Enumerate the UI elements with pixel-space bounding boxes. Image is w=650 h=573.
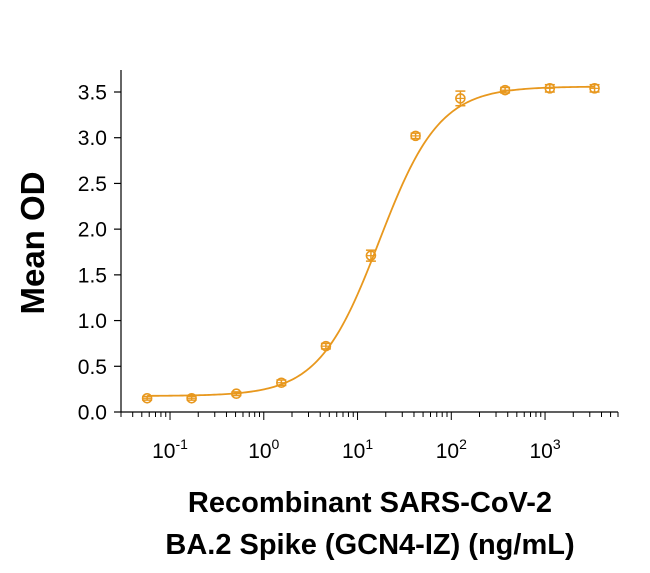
y-tick-label: 2.0 bbox=[78, 219, 107, 242]
x-axis: 10-1 100 101 102 103 bbox=[120, 411, 619, 463]
data-point bbox=[365, 249, 377, 262]
data-point bbox=[589, 83, 600, 94]
data-point bbox=[320, 340, 332, 352]
y-ticks: 0.0 0.5 1.0 1.5 2.0 2.5 3.0 3.5 bbox=[78, 82, 121, 425]
x-ticks: 10-1 100 101 102 103 bbox=[120, 412, 619, 463]
data-point bbox=[499, 84, 511, 96]
y-axis-title: Mean OD bbox=[14, 171, 51, 314]
data-point bbox=[410, 130, 421, 142]
plot-area bbox=[141, 83, 600, 404]
x-tick-label: 103 bbox=[529, 436, 560, 463]
y-tick-label: 1.5 bbox=[78, 264, 107, 287]
y-tick-label: 2.5 bbox=[78, 173, 107, 196]
data-point bbox=[276, 377, 287, 389]
data-point bbox=[231, 388, 242, 400]
y-tick-label: 3.5 bbox=[78, 82, 107, 105]
x-axis-title-line-2: BA.2 Spike (GCN4-IZ) (ng/mL) bbox=[165, 529, 574, 561]
x-tick-label: 102 bbox=[436, 436, 467, 463]
y-tick-label: 0.5 bbox=[78, 356, 107, 379]
x-tick-label: 101 bbox=[342, 436, 373, 463]
y-axis: 0.0 0.5 1.0 1.5 2.0 2.5 3.0 3.5 bbox=[78, 70, 122, 425]
x-tick-label: 10-1 bbox=[152, 436, 188, 463]
data-point bbox=[455, 90, 466, 107]
x-axis-title-line-1: Recombinant SARS-CoV-2 bbox=[188, 487, 552, 519]
fit-curve bbox=[147, 85, 595, 397]
data-point bbox=[141, 392, 153, 404]
data-point bbox=[186, 392, 197, 404]
y-tick-label: 0.0 bbox=[78, 402, 107, 425]
y-tick-label: 1.0 bbox=[78, 310, 107, 333]
data-point bbox=[544, 83, 556, 94]
y-tick-label: 3.0 bbox=[78, 127, 107, 150]
x-tick-label: 100 bbox=[248, 436, 279, 463]
